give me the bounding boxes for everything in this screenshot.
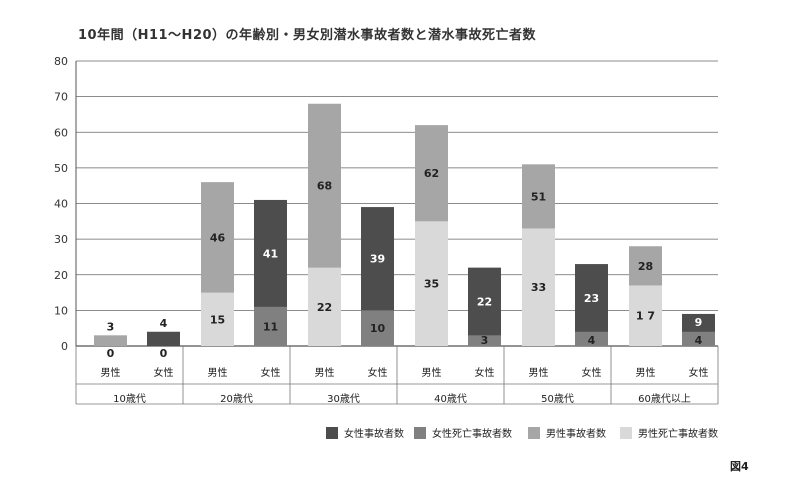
value-label-deaths: 33 — [531, 281, 546, 294]
sex-label: 女性 — [261, 366, 281, 379]
bar-deaths — [308, 267, 341, 346]
y-tick-label: 10 — [54, 304, 68, 317]
value-label-deaths: 4 — [695, 334, 703, 347]
age-group-label: 20歳代 — [220, 393, 253, 405]
value-label-deaths: 22 — [317, 301, 332, 314]
bar-deaths — [629, 285, 662, 346]
bar-deaths — [682, 331, 715, 346]
y-tick-label: 50 — [54, 162, 68, 175]
value-label-accidents: 3 — [107, 320, 115, 333]
legend-label: 女性死亡事故者数 — [432, 427, 512, 440]
sex-label: 男性 — [636, 366, 656, 379]
y-tick-label: 70 — [54, 91, 68, 104]
bar-deaths — [575, 331, 608, 346]
category-labels: 男性 女性 10歳代 男性 女性 20歳代 男性 女性 30歳代 男性 女性 40歳代 男性 女性 50歳代… — [75, 346, 719, 405]
value-label-accidents: 51 — [531, 190, 546, 203]
grid-lines — [75, 60, 718, 347]
value-label-deaths: 4 — [588, 334, 596, 347]
bar-deaths — [361, 310, 394, 346]
y-axis-ticks: 0 10 20 30 40 50 60 70 80 — [54, 55, 68, 353]
value-label-deaths: 0 — [160, 347, 168, 360]
value-label-accidents: 62 — [424, 167, 439, 180]
value-label-accidents: 4 — [160, 317, 168, 330]
value-label-deaths: 0 — [107, 347, 115, 360]
value-label-deaths: 10 — [370, 322, 386, 335]
value-label-accidents: 41 — [263, 247, 278, 260]
sex-label: 男性 — [422, 366, 442, 379]
bar-deaths — [415, 221, 448, 346]
age-group-label: 30歳代 — [327, 393, 360, 405]
bar-deaths — [468, 335, 501, 346]
age-group-label: 50歳代 — [541, 393, 574, 405]
legend-label: 男性死亡事故者数 — [638, 427, 718, 440]
sex-label: 男性 — [208, 366, 228, 379]
y-tick-label: 30 — [54, 233, 68, 246]
y-tick-label: 80 — [54, 55, 68, 68]
y-tick-label: 60 — [54, 126, 68, 139]
y-tick-label: 0 — [61, 340, 68, 353]
legend-swatch — [326, 427, 338, 439]
legend-swatch — [414, 427, 426, 439]
value-label-accidents: 68 — [317, 180, 332, 193]
value-label-accidents: 9 — [695, 316, 703, 329]
sex-label: 男性 — [529, 366, 549, 379]
sex-label: 女性 — [475, 366, 495, 379]
sex-label: 男性 — [101, 366, 121, 379]
value-label-accidents: 23 — [584, 292, 599, 305]
legend-label: 男性事故者数 — [546, 427, 606, 440]
age-group-label: 60歳代以上 — [638, 393, 691, 405]
bar-accidents — [468, 267, 501, 346]
age-group-label: 40歳代 — [434, 393, 467, 405]
y-tick-label: 20 — [54, 269, 68, 282]
bar-accidents — [94, 335, 127, 346]
value-label-accidents: 28 — [638, 260, 653, 273]
y-tick-label: 40 — [54, 198, 68, 211]
bar-deaths — [522, 228, 555, 346]
legend-label: 女性事故者数 — [344, 427, 404, 440]
bar-deaths — [201, 292, 234, 346]
bars — [94, 103, 715, 346]
legend-swatch — [620, 427, 632, 439]
value-label-accidents: 46 — [210, 231, 226, 244]
value-labels: 3 0 4 0 46 15 41 11 68 22 39 10 62 35 22 3 51 33 23 4 28 1 7 9… — [107, 167, 703, 360]
sex-label: 男性 — [315, 366, 335, 379]
sex-label: 女性 — [689, 366, 709, 379]
legend: 女性事故者数 女性死亡事故者数 男性事故者数 男性死亡事故者数 — [326, 427, 718, 440]
age-group-label: 10歳代 — [113, 393, 146, 405]
chart-title: 10年間（H11〜H20）の年齢別・男女別潜水事故者数と潜水事故死亡者数 — [78, 28, 537, 43]
value-label-deaths: 3 — [481, 334, 489, 347]
sex-label: 女性 — [154, 366, 174, 379]
value-label-deaths: 1 7 — [636, 310, 655, 323]
value-label-accidents: 22 — [477, 295, 492, 308]
bar-accidents — [147, 331, 180, 346]
value-label-deaths: 11 — [263, 320, 278, 333]
bar-deaths — [254, 306, 287, 346]
figure-label: 図4 — [730, 460, 749, 473]
sex-label: 女性 — [368, 366, 388, 379]
value-label-deaths: 35 — [424, 278, 439, 291]
value-label-deaths: 15 — [210, 313, 225, 326]
sex-label: 女性 — [582, 366, 602, 379]
legend-swatch — [528, 427, 540, 439]
value-label-accidents: 39 — [370, 253, 385, 266]
